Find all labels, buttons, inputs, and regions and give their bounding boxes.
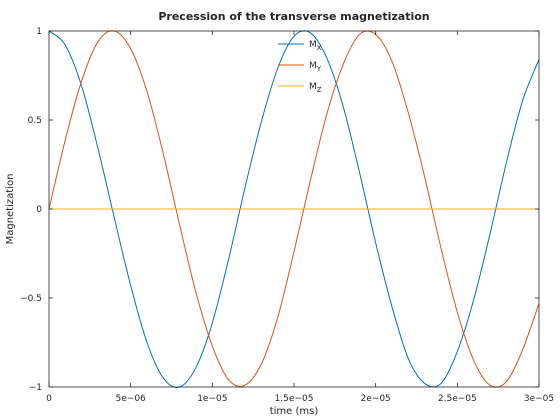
x-tick-label: 2.5e−05 bbox=[438, 394, 477, 404]
series-line-mx bbox=[48, 30, 540, 388]
x-axis-label: time (ms) bbox=[270, 406, 319, 417]
y-tick-label: −0.5 bbox=[20, 294, 42, 304]
x-tick-label: 2e−05 bbox=[361, 394, 391, 404]
x-tick-label: 1e−05 bbox=[197, 394, 227, 404]
y-tick-label: −1 bbox=[29, 383, 42, 393]
legend: MX MY MZ bbox=[278, 40, 322, 94]
legend-label-mz: MZ bbox=[309, 82, 322, 94]
legend-label-mx: MX bbox=[309, 40, 322, 52]
series-layer bbox=[48, 30, 540, 388]
y-tick-label: 0 bbox=[36, 205, 42, 215]
series-line-my bbox=[48, 30, 540, 388]
axes-layer: 0 5e−06 1e−05 1.5e−05 2e−05 2.5e−05 3e−05 −1 −0.… bbox=[20, 27, 554, 404]
y-tick-label: 0.5 bbox=[28, 116, 42, 126]
y-tick-label: 1 bbox=[36, 27, 42, 37]
legend-label-my: MY bbox=[309, 61, 322, 73]
x-tick-label: 0 bbox=[46, 394, 52, 404]
x-tick-label: 1.5e−05 bbox=[275, 394, 314, 404]
x-tick-label: 5e−06 bbox=[116, 394, 147, 404]
y-axis-label: Magnetization bbox=[5, 174, 16, 245]
chart-title: Precession of the transverse magnetizati… bbox=[158, 10, 429, 23]
x-tick-label: 3e−05 bbox=[524, 394, 554, 404]
